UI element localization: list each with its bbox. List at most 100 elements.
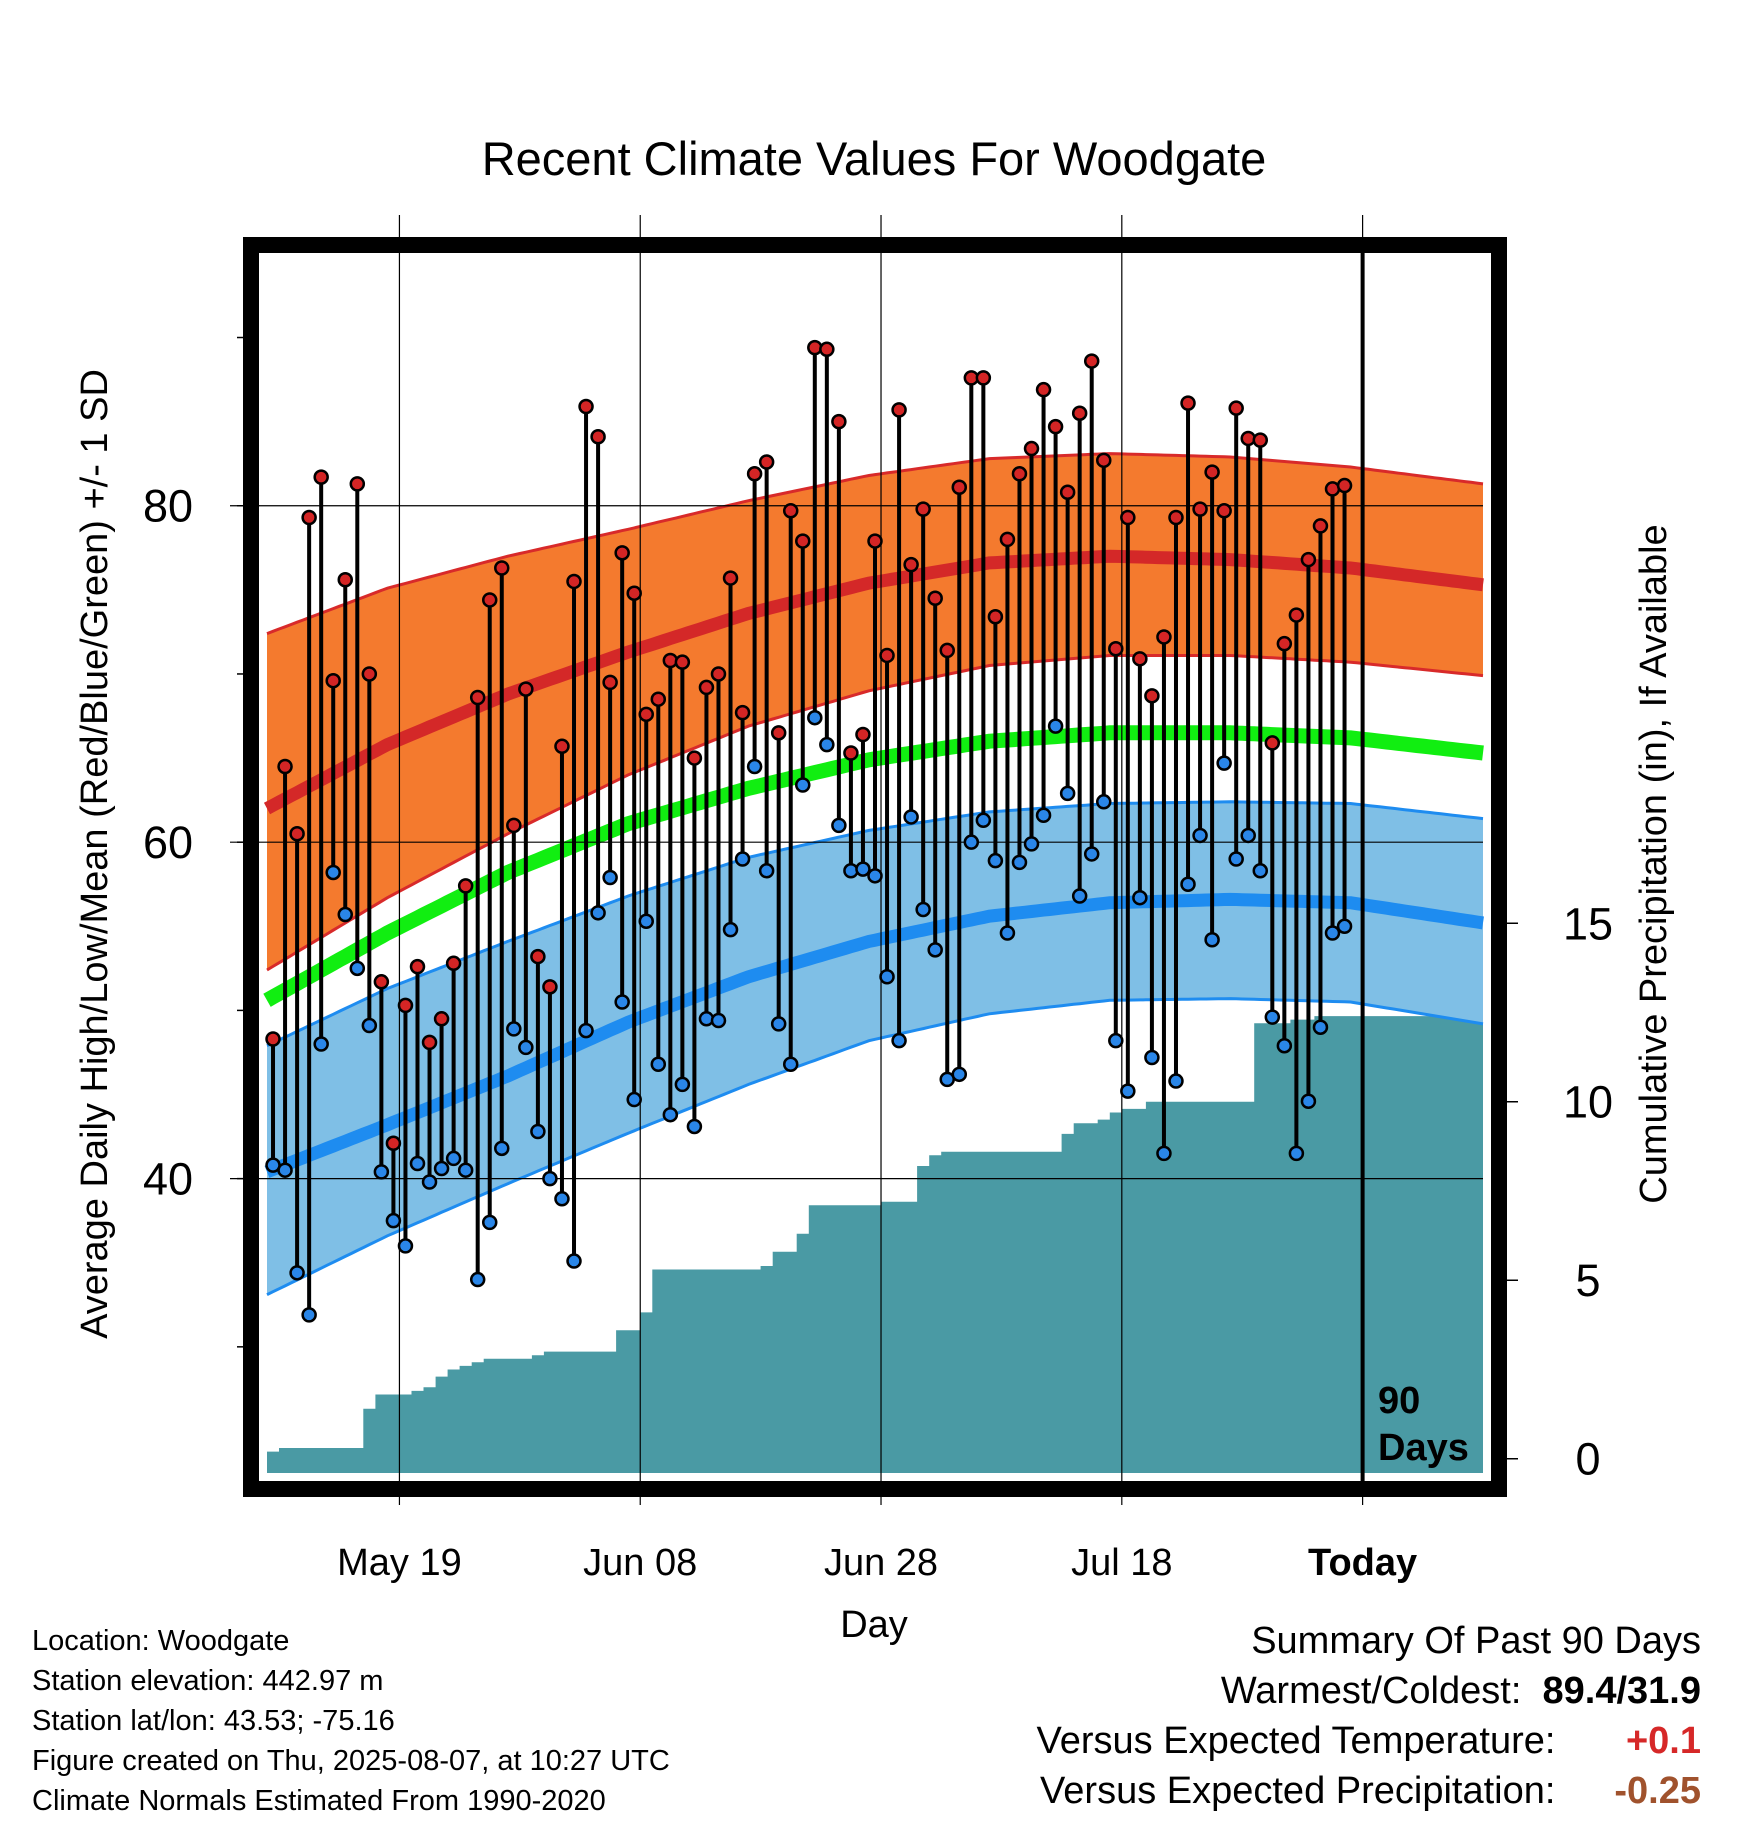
y-tick-label: 40 <box>143 1154 193 1205</box>
daily-low-point <box>638 913 654 929</box>
daily-low-point <box>421 1174 438 1190</box>
daily-high-point <box>782 503 799 519</box>
warmest-coldest-value: 89.4/31.9 <box>1542 1670 1701 1712</box>
daily-low-point <box>795 777 811 793</box>
y-tick-label: 60 <box>143 817 193 868</box>
daily-low-point <box>1300 1093 1317 1109</box>
daily-low-point <box>542 1170 558 1187</box>
daily-high-point <box>289 826 305 842</box>
daily-high-point <box>1228 400 1244 416</box>
daily-high-point <box>686 750 703 766</box>
daily-low-point <box>1059 785 1076 802</box>
daily-low-point <box>855 861 871 877</box>
info-elevation: Station elevation: 442.97 m <box>32 1665 384 1697</box>
daily-low-point <box>494 1140 510 1157</box>
daily-low-point <box>987 852 1004 869</box>
daily-high-point <box>939 642 955 659</box>
daily-high-point <box>301 509 317 526</box>
daily-low-point <box>337 906 354 923</box>
daily-low-point <box>469 1271 486 1288</box>
today-days-label-2: Days <box>1378 1427 1469 1469</box>
daily-high-point <box>1120 509 1136 526</box>
daily-low-point <box>530 1123 546 1140</box>
daily-high-point <box>879 647 895 664</box>
daily-high-point <box>758 454 775 470</box>
daily-high-point <box>903 556 919 573</box>
daily-low-point <box>674 1076 691 1093</box>
daily-high-point <box>710 666 727 682</box>
daily-low-point <box>578 1022 594 1039</box>
daily-low-point <box>409 1155 426 1172</box>
y-tick-label: 80 <box>143 481 193 532</box>
low-sd-band <box>267 801 1483 1295</box>
daily-low-point <box>951 1066 968 1083</box>
daily-low-point <box>1240 827 1256 844</box>
daily-high-point <box>1096 452 1112 469</box>
daily-high-point <box>843 745 859 761</box>
y2-axis-label: Cumulative Precipitation (in), If Availa… <box>1633 524 1675 1203</box>
x-tick-label: Jun 08 <box>583 1542 697 1584</box>
daily-low-point <box>1083 846 1100 862</box>
daily-low-point <box>662 1106 679 1123</box>
daily-low-point <box>325 864 341 881</box>
daily-low-point <box>385 1212 402 1229</box>
daily-low-point <box>710 1012 727 1029</box>
x-tick-label: Today <box>1308 1542 1417 1584</box>
plot-frame <box>243 237 1507 1497</box>
daily-high-point <box>1168 509 1184 526</box>
daily-high-point <box>734 704 751 721</box>
daily-low-point <box>746 758 763 775</box>
temp-versus-label: Versus Expected Temperature: <box>1036 1720 1556 1762</box>
daily-low-point <box>289 1265 305 1281</box>
daily-low-point <box>614 994 630 1010</box>
summary-temp: Versus Expected Temperature: +0.1 <box>1037 1720 1701 1763</box>
daily-high-point <box>638 706 654 723</box>
daily-high-point <box>337 572 354 588</box>
y2-tick-label: 5 <box>1575 1255 1600 1306</box>
daily-high-point <box>421 1034 438 1051</box>
daily-low-point <box>891 1032 907 1049</box>
daily-high-point <box>602 674 618 691</box>
daily-high-point <box>1312 518 1329 534</box>
daily-high-point <box>831 413 847 430</box>
daily-low-point <box>1071 888 1088 904</box>
info-created: Figure created on Thu, 2025-08-07, at 10… <box>32 1745 670 1777</box>
daily-high-point <box>373 974 390 990</box>
daily-high-point <box>1071 405 1088 421</box>
daily-high-point <box>1276 635 1293 652</box>
daily-low-point <box>686 1118 703 1135</box>
daily-high-point <box>1059 484 1076 501</box>
daily-low-point <box>819 736 835 753</box>
daily-high-point <box>1300 551 1317 568</box>
daily-low-point <box>831 817 847 834</box>
y2-tick-label: 0 <box>1575 1434 1600 1485</box>
daily-low-point <box>915 901 931 918</box>
daily-low-point <box>734 851 751 867</box>
temp-versus-value: +0.1 <box>1625 1720 1701 1762</box>
daily-high-point <box>1132 651 1148 667</box>
daily-high-point <box>445 955 462 972</box>
daily-high-point <box>698 679 715 696</box>
daily-high-point <box>614 545 630 561</box>
summary-title: Summary Of Past 90 Days <box>1251 1620 1701 1662</box>
daily-low-point <box>626 1091 642 1108</box>
daily-high-point <box>626 585 642 601</box>
daily-high-point <box>746 466 763 482</box>
daily-low-point <box>1035 807 1052 824</box>
daily-high-point <box>506 817 522 834</box>
daily-low-point <box>1192 827 1208 844</box>
daily-low-point <box>1324 925 1341 941</box>
daily-low-point <box>506 1021 522 1037</box>
daily-high-point <box>578 398 594 415</box>
daily-low-point <box>650 1056 667 1072</box>
daily-high-point <box>795 533 811 549</box>
daily-high-point <box>325 672 341 689</box>
precip-versus-label: Versus Expected Precipitation: <box>1040 1770 1556 1812</box>
daily-low-point <box>590 905 606 921</box>
daily-low-point <box>361 1017 378 1034</box>
daily-low-point <box>602 869 618 886</box>
daily-low-point <box>481 1214 498 1231</box>
x-tick-label: Jun 28 <box>824 1542 938 1584</box>
daily-high-point <box>1047 418 1064 435</box>
